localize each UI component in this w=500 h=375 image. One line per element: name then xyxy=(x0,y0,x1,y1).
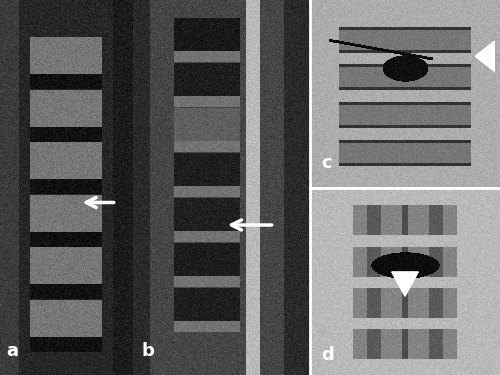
Text: a: a xyxy=(6,342,18,360)
Text: c: c xyxy=(322,154,332,172)
Text: b: b xyxy=(142,342,154,360)
Polygon shape xyxy=(392,272,418,296)
Text: d: d xyxy=(322,346,334,364)
Polygon shape xyxy=(476,41,494,71)
